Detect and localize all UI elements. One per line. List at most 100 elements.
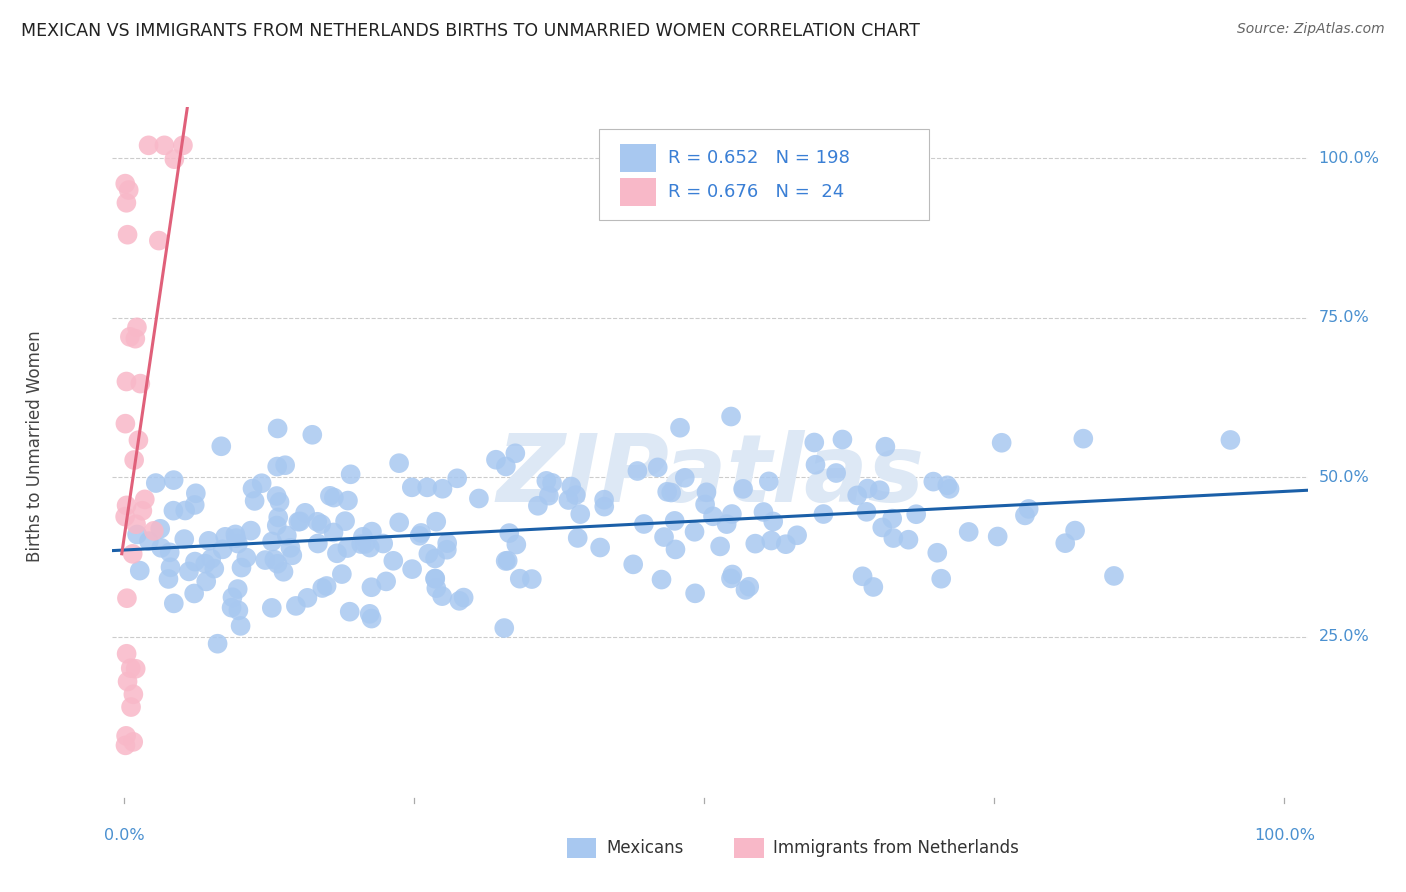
Point (408, 529, 430, 543)
Point (957, 524, 980, 539)
Point (541, 475, 564, 490)
Point (242, 482, 264, 496)
Point (1219, 433, 1241, 447)
Point (138, 534, 160, 549)
Point (418, 547, 440, 561)
Point (388, 456, 411, 470)
Text: Births to Unmarried Women: Births to Unmarried Women (27, 330, 44, 562)
Point (115, 729, 138, 743)
Point (520, 572, 543, 586)
Point (315, 579, 337, 593)
Point (593, 500, 616, 514)
Point (831, 433, 853, 447)
Point (226, 536, 249, 550)
Point (138, 138, 160, 153)
Point (122, 453, 145, 467)
Point (1054, 536, 1077, 550)
Point (307, 536, 329, 550)
Point (360, 580, 382, 594)
Point (117, 674, 139, 689)
Point (375, 574, 398, 589)
Point (683, 586, 706, 600)
Point (929, 572, 952, 586)
Point (307, 515, 329, 529)
Point (269, 495, 291, 509)
Point (825, 466, 848, 480)
Point (114, 509, 136, 524)
Point (536, 474, 558, 488)
Point (114, 739, 136, 753)
Point (118, 183, 141, 197)
Point (263, 552, 285, 566)
Point (527, 499, 550, 513)
Point (122, 687, 145, 701)
Point (657, 484, 679, 499)
Point (569, 507, 592, 521)
Text: 100.0%: 100.0% (1254, 828, 1315, 843)
Point (129, 376, 152, 391)
Text: 100.0%: 100.0% (1319, 151, 1379, 166)
Point (716, 517, 738, 532)
Point (339, 605, 361, 619)
Point (702, 509, 724, 524)
Point (872, 520, 894, 534)
Point (274, 458, 297, 473)
Point (211, 542, 233, 557)
Point (695, 497, 717, 511)
Point (322, 491, 344, 505)
Point (115, 499, 138, 513)
Point (266, 518, 288, 533)
Point (262, 534, 284, 549)
Point (430, 589, 453, 603)
Point (184, 498, 207, 512)
Point (235, 550, 257, 565)
Point (131, 504, 153, 518)
Point (720, 409, 742, 424)
Point (221, 600, 243, 615)
Point (505, 537, 527, 551)
Point (195, 574, 218, 589)
Point (775, 537, 797, 551)
Point (361, 524, 384, 539)
Point (647, 460, 669, 475)
Point (659, 485, 682, 500)
Point (336, 541, 359, 555)
Bar (620, 178, 657, 206)
Point (162, 504, 184, 518)
Point (260, 600, 283, 615)
Point (565, 488, 588, 502)
Point (752, 505, 775, 519)
Point (200, 551, 222, 566)
Point (425, 515, 447, 529)
Point (721, 567, 744, 582)
Bar (734, 838, 763, 858)
Point (744, 536, 766, 550)
Point (297, 591, 319, 605)
Point (276, 528, 298, 542)
Point (846, 488, 869, 502)
Point (197, 533, 219, 548)
Point (683, 524, 706, 539)
Point (990, 435, 1012, 450)
Point (153, 138, 176, 153)
Point (382, 554, 405, 568)
Point (411, 525, 433, 540)
Point (505, 446, 527, 460)
Point (436, 536, 458, 550)
Point (162, 473, 184, 487)
Point (905, 507, 928, 521)
Point (326, 546, 349, 560)
Point (339, 467, 361, 482)
Point (495, 554, 517, 568)
Point (322, 525, 344, 540)
Point (228, 603, 250, 617)
Point (254, 553, 277, 567)
Point (664, 542, 686, 557)
Point (114, 417, 136, 431)
Point (183, 586, 205, 600)
Point (148, 234, 170, 248)
Point (1014, 508, 1036, 523)
Text: Source: ZipAtlas.com: Source: ZipAtlas.com (1237, 22, 1385, 37)
Point (281, 549, 304, 563)
Point (669, 421, 692, 435)
